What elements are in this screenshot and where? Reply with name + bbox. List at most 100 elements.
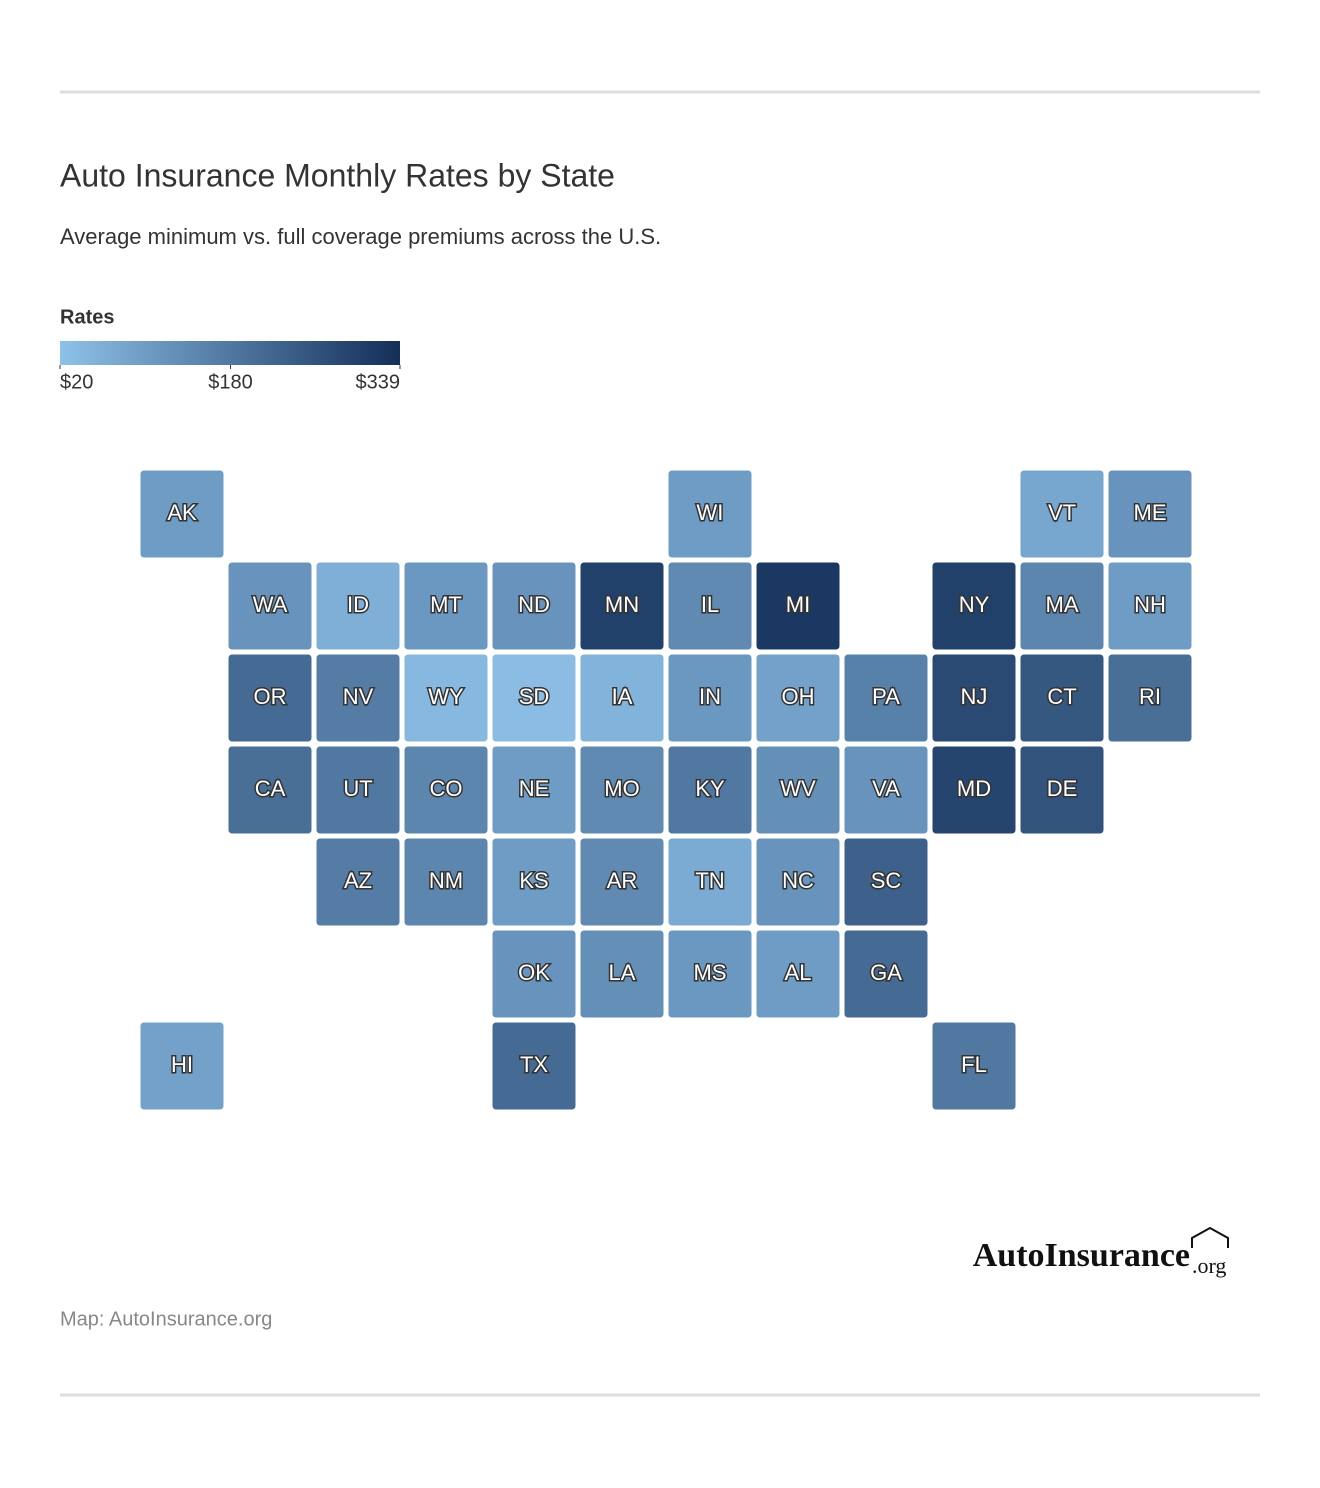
state [931, 653, 1017, 743]
state [667, 469, 753, 559]
state-label: SD [519, 684, 550, 709]
state-label: WY [428, 684, 464, 709]
state-label: WA [253, 592, 288, 617]
state [403, 561, 489, 651]
state-label: TN [695, 868, 724, 893]
state [667, 653, 753, 743]
state-label: NC [782, 868, 814, 893]
state [755, 929, 841, 1019]
color-tick-label: $180 [208, 371, 253, 393]
state [755, 837, 841, 927]
state-label: WI [697, 500, 724, 525]
state [579, 653, 665, 743]
state [667, 929, 753, 1019]
state-label: AR [607, 868, 638, 893]
state [227, 745, 313, 835]
state [755, 653, 841, 743]
logo-name: AutoInsurance [973, 1237, 1190, 1274]
state-label: MD [957, 776, 991, 801]
state-label: MI [786, 592, 810, 617]
state [755, 561, 841, 651]
map: AK WI VT ME WA ID MT ND MN IL MI NY MA NH OR NV WY SD IA IN… [139, 469, 1193, 1111]
state [755, 745, 841, 835]
state-label: NH [1134, 592, 1166, 617]
state-label: IN [699, 684, 721, 709]
state-label: CA [255, 776, 286, 801]
state-label: UT [343, 776, 372, 801]
state-label: NY [959, 592, 990, 617]
state-label: OR [254, 684, 287, 709]
state-label: MA [1046, 592, 1079, 617]
state [491, 561, 577, 651]
state [843, 653, 929, 743]
source: Map: AutoInsurance.org [60, 1308, 272, 1330]
state [667, 561, 753, 651]
state [139, 469, 225, 559]
subtitle: Average minimum vs. full coverage premiu… [60, 224, 661, 249]
state [227, 653, 313, 743]
state-label: NV [343, 684, 374, 709]
state [1107, 653, 1193, 743]
state [491, 837, 577, 927]
legend-title: Rates [60, 306, 114, 328]
state-label: NM [429, 868, 463, 893]
state-label: IA [612, 684, 633, 709]
state-label: AL [785, 960, 812, 985]
state [139, 1021, 225, 1111]
color-tick-label: $20 [60, 371, 93, 393]
state [1019, 745, 1105, 835]
state-label: CT [1047, 684, 1076, 709]
state-label: DE [1047, 776, 1078, 801]
state-label: MT [430, 592, 462, 617]
state-label: OH [782, 684, 815, 709]
state [315, 561, 401, 651]
state-label: KS [519, 868, 548, 893]
state-label: HI [171, 1052, 193, 1077]
state [403, 653, 489, 743]
state-label: VA [872, 776, 900, 801]
color-bar [60, 341, 400, 365]
state-label: MN [605, 592, 639, 617]
state [315, 745, 401, 835]
state [315, 837, 401, 927]
state [491, 929, 577, 1019]
state [931, 1021, 1017, 1111]
state [1107, 469, 1193, 559]
state-label: PA [872, 684, 900, 709]
state-label: KY [695, 776, 725, 801]
state [843, 929, 929, 1019]
state [1019, 561, 1105, 651]
state-label: WV [780, 776, 816, 801]
state-label: IL [701, 592, 719, 617]
state [491, 745, 577, 835]
state [491, 1021, 577, 1111]
state [843, 837, 929, 927]
state-label: MO [604, 776, 639, 801]
state [843, 745, 929, 835]
state-label: OK [518, 960, 550, 985]
title: Auto Insurance Monthly Rates by State [60, 157, 615, 193]
state [579, 745, 665, 835]
state-label: LA [609, 960, 636, 985]
state [227, 561, 313, 651]
state-label: GA [870, 960, 902, 985]
state [315, 653, 401, 743]
state [579, 929, 665, 1019]
state [579, 561, 665, 651]
state [667, 837, 753, 927]
state-label: TX [520, 1052, 548, 1077]
state-label: ID [347, 592, 369, 617]
state-label: FL [961, 1052, 987, 1077]
state-label: SC [871, 868, 902, 893]
logo-suffix: .org [1192, 1253, 1226, 1278]
state-label: ME [1134, 500, 1167, 525]
state-label: ND [518, 592, 550, 617]
state [931, 561, 1017, 651]
state-label: MS [694, 960, 727, 985]
color-tick-label: $339 [356, 371, 401, 393]
state [1107, 561, 1193, 651]
state [667, 745, 753, 835]
state-label: RI [1139, 684, 1161, 709]
state-label: NJ [961, 684, 988, 709]
state-label: AZ [344, 868, 372, 893]
